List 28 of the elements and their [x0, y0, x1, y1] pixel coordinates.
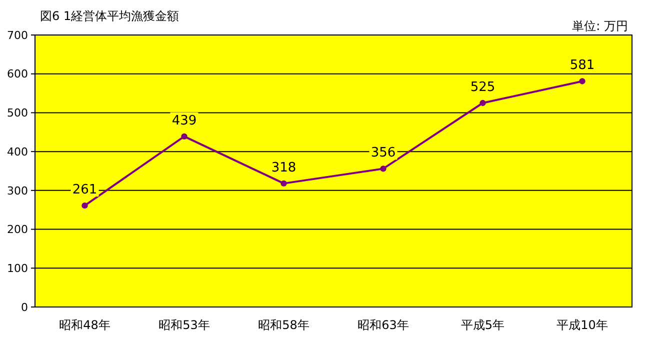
x-tick-label: 昭和58年: [258, 318, 310, 332]
point: [380, 166, 386, 172]
y-tick-label: 700: [7, 28, 28, 42]
y-tick-label: 0: [21, 300, 28, 314]
text: 単位: 万円: [572, 19, 628, 33]
x-tick-label: 昭和63年: [358, 318, 409, 332]
data-label: 261: [72, 182, 98, 198]
y-tick-label: 200: [7, 223, 28, 236]
y-tick-label: 300: [7, 184, 28, 198]
data-label: 318: [271, 160, 296, 176]
point: [579, 78, 586, 84]
data-label: 356: [370, 146, 396, 161]
data-label: 439: [172, 113, 197, 128]
x-tick-label: 昭和48年: [59, 318, 110, 332]
point: [82, 202, 88, 209]
point: [181, 133, 188, 140]
y-tick-label: 500: [7, 106, 28, 120]
chart-title: 図6 1経営体平均漁獲金額: [40, 9, 180, 23]
data-label: 581: [570, 58, 595, 74]
x-tick-label: 昭和53年: [158, 318, 210, 332]
y-tick-label: 600: [7, 68, 28, 81]
point: [480, 100, 486, 106]
x-tick-label: 平成5年: [460, 318, 505, 332]
x-tick-label: 平成10年: [556, 318, 608, 332]
y-tick-label: 400: [7, 145, 28, 158]
data-label: 525: [470, 80, 496, 95]
point: [280, 180, 287, 187]
y-tick-label: 100: [7, 262, 28, 275]
